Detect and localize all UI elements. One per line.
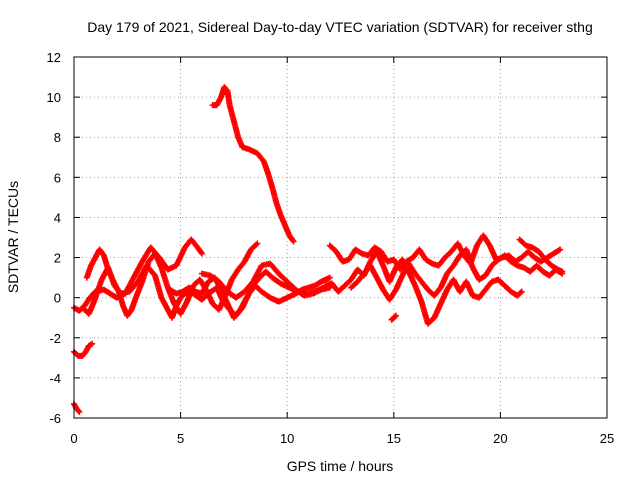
grid [74,57,607,418]
data-point [290,238,297,245]
data-point [254,240,261,247]
x-tick-label: 10 [280,431,294,446]
data-point [559,268,566,275]
x-tick-label: 15 [387,431,401,446]
data-point [557,246,564,253]
series-arc-1 [71,400,83,415]
y-tick-label: 12 [47,50,61,65]
y-tick-label: 8 [54,130,61,145]
y-tick-label: 6 [54,170,61,185]
series-arc-12 [388,312,399,323]
data-series [71,84,566,415]
x-tick-label: 0 [70,431,77,446]
series-arc-2 [71,340,96,359]
series-arc-7 [198,260,333,301]
y-tick-label: -6 [49,411,61,426]
x-tick-label: 20 [493,431,507,446]
y-tick-label: -2 [49,331,61,346]
series-arc-5 [83,240,261,319]
data-point [326,274,333,281]
series-arc-13 [516,236,566,275]
data-point [518,288,525,295]
y-tick-label: -4 [49,371,61,386]
data-point [76,408,83,415]
plot-frame [73,56,608,419]
data-point [198,250,205,257]
x-tick-label: 5 [177,431,184,446]
chart-title: Day 179 of 2021, Sidereal Day-to-day VTE… [87,19,593,35]
data-point [89,340,96,347]
series-arc-11 [348,246,566,303]
y-tick-label: 0 [54,291,61,306]
y-tick-label: 10 [47,90,61,105]
y-axis-ticks: -6 -4 -2 0 2 4 6 8 10 12 [47,50,607,426]
y-tick-label: 4 [54,210,61,225]
series-arc-10 [326,232,564,273]
x-tick-label: 25 [600,431,614,446]
data-point [517,289,524,296]
y-tick-label: 2 [54,251,61,266]
series-arc-8 [209,84,297,245]
x-axis-ticks: 0 5 10 15 20 25 [70,57,614,446]
x-axis-label: GPS time / hours [287,458,394,474]
data-point [391,313,398,320]
y-axis-label: SDTVAR / TECUs [5,181,21,293]
data-point [392,312,399,319]
